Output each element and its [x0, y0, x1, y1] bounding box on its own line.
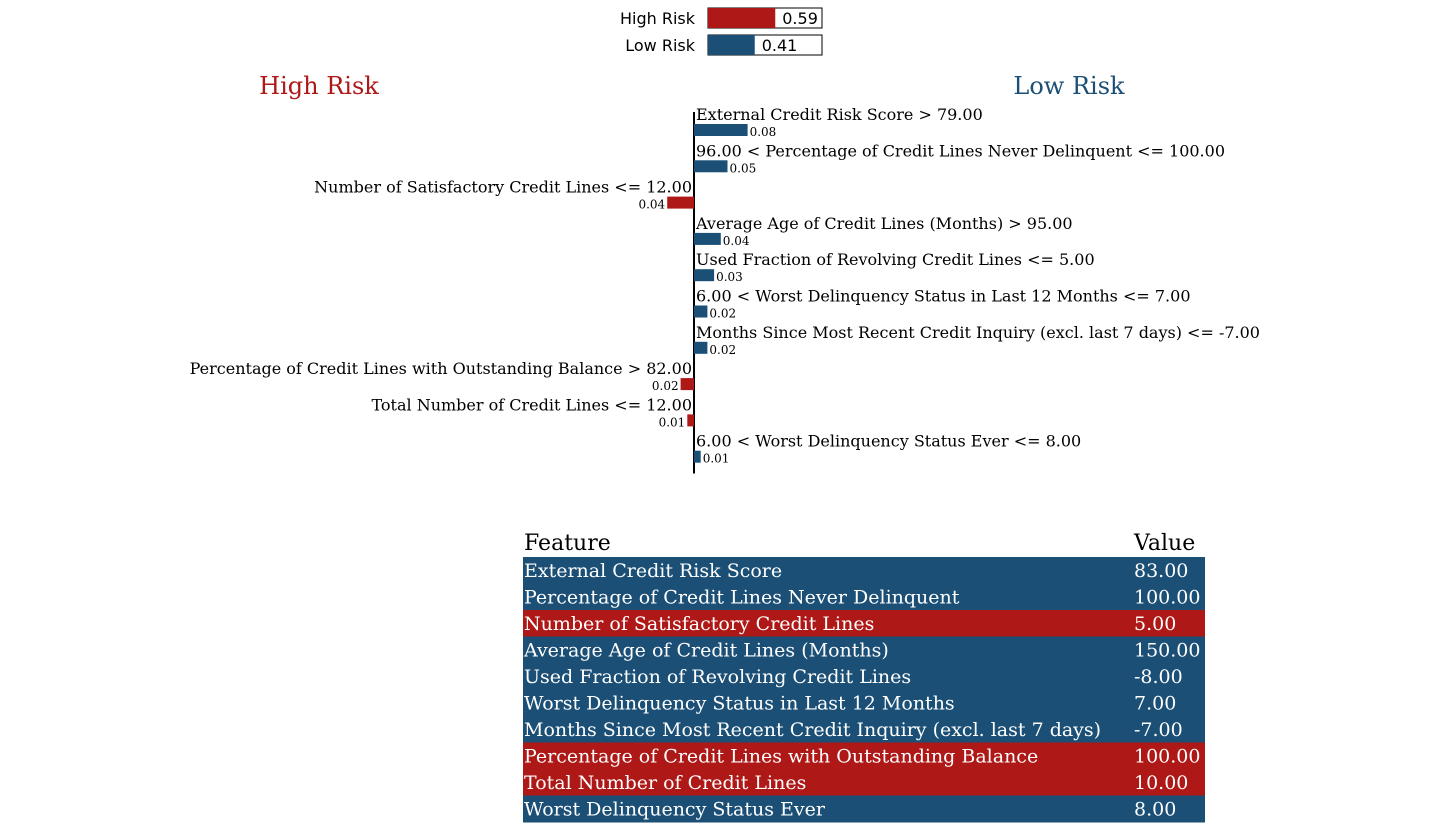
table-row: [523, 742, 1205, 770]
table-cell-feature: Months Since Most Recent Credit Inquiry …: [524, 719, 1101, 741]
table-cell-value: 100.00: [1134, 587, 1200, 609]
weight-bar: [694, 450, 701, 463]
weight-bar-label: Months Since Most Recent Credit Inquiry …: [696, 323, 1260, 342]
weight-bar: [687, 414, 694, 427]
table-cell-value: 7.00: [1134, 693, 1176, 715]
weight-bar-label: Total Number of Credit Lines <= 12.00: [371, 395, 692, 414]
weight-bar-value: 0.08: [750, 125, 777, 139]
table-row: [523, 557, 1205, 584]
table-row: [523, 610, 1205, 637]
table-cell-value: 8.00: [1134, 799, 1176, 821]
prob-bar-fill-low-risk: [708, 35, 755, 55]
weight-bar-value: 0.01: [659, 415, 686, 429]
table-row: [523, 795, 1205, 823]
table-cell-value: 5.00: [1134, 613, 1176, 635]
table-header-feature: Feature: [524, 531, 611, 556]
feature-value-table: Feature Value External Credit Risk Score 83…: [523, 531, 1205, 823]
weight-bar-value: 0.02: [709, 307, 736, 321]
table-row: [523, 583, 1205, 611]
table-cell-feature: Number of Satisfactory Credit Lines: [524, 613, 874, 635]
weight-bar: [694, 232, 721, 245]
weight-bar-label: 96.00 < Percentage of Credit Lines Never…: [696, 141, 1225, 160]
table-row: [523, 689, 1205, 717]
table-cell-value: -7.00: [1134, 719, 1183, 741]
weight-bar-value: 0.03: [716, 270, 743, 284]
weight-bar-value: 0.05: [730, 161, 757, 175]
weight-bar-label: External Credit Risk Score > 79.00: [696, 105, 983, 124]
weight-bar-label: Average Age of Credit Lines (Months) > 9…: [695, 214, 1073, 233]
prob-label-high-risk: High Risk: [620, 9, 696, 28]
weight-bar: [680, 378, 694, 391]
table-cell-value: 83.00: [1134, 560, 1188, 582]
prob-value-high-risk: 0.59: [782, 9, 818, 28]
table-cell-feature: Percentage of Credit Lines with Outstand…: [524, 746, 1038, 768]
table-cell-value: 10.00: [1134, 772, 1188, 794]
table-cell-feature: Used Fraction of Revolving Credit Lines: [524, 666, 911, 688]
weight-bar-value: 0.02: [709, 343, 736, 357]
table-row: [523, 636, 1205, 664]
weight-bar-label: Used Fraction of Revolving Credit Lines …: [696, 250, 1095, 269]
table-cell-value: 150.00: [1134, 640, 1200, 662]
prediction-probabilities: High Risk 0.59 Low Risk 0.41: [620, 7, 823, 56]
weight-bar-label: 6.00 < Worst Delinquency Status in Last …: [696, 287, 1191, 306]
weight-bar-value: 0.02: [652, 379, 679, 393]
table-header-value: Value: [1133, 531, 1195, 556]
table-cell-value: -8.00: [1134, 666, 1183, 688]
feature-weight-chart: External Credit Risk Score > 79.000.08 96…: [190, 105, 1260, 474]
table-cell-feature: Average Age of Credit Lines (Months): [523, 640, 889, 662]
low-risk-heading: Low Risk: [1013, 72, 1125, 100]
table-cell-feature: Worst Delinquency Status Ever: [524, 799, 826, 821]
weight-bar-label: Percentage of Credit Lines with Outstand…: [190, 359, 692, 378]
weight-bar: [694, 269, 715, 282]
table-row: [523, 716, 1205, 743]
weight-bar: [694, 124, 748, 136]
table-cell-feature: External Credit Risk Score: [524, 560, 782, 582]
weight-bar-label: Number of Satisfactory Credit Lines <= 1…: [314, 178, 692, 197]
weight-bar: [694, 341, 708, 354]
weight-bar-label: 6.00 < Worst Delinquency Status Ever <= …: [696, 432, 1081, 451]
weight-bar: [694, 160, 728, 173]
table-row: [523, 769, 1205, 796]
weight-bar-value: 0.04: [723, 234, 750, 248]
prob-bar-fill-high-risk: [708, 8, 776, 28]
weight-bar-value: 0.04: [638, 198, 665, 212]
weight-bar: [667, 196, 694, 209]
table-cell-feature: Percentage of Credit Lines Never Delinqu…: [524, 587, 960, 609]
table-cell-feature: Worst Delinquency Status in Last 12 Mont…: [524, 693, 955, 715]
table-cell-feature: Total Number of Credit Lines: [524, 772, 806, 794]
weight-bar-value: 0.01: [703, 452, 730, 466]
prob-value-low-risk: 0.41: [762, 36, 798, 55]
table-cell-value: 100.00: [1134, 746, 1200, 768]
prob-label-low-risk: Low Risk: [625, 36, 695, 55]
high-risk-heading: High Risk: [259, 72, 379, 100]
table-row: [523, 663, 1205, 690]
weight-bar: [694, 305, 708, 318]
